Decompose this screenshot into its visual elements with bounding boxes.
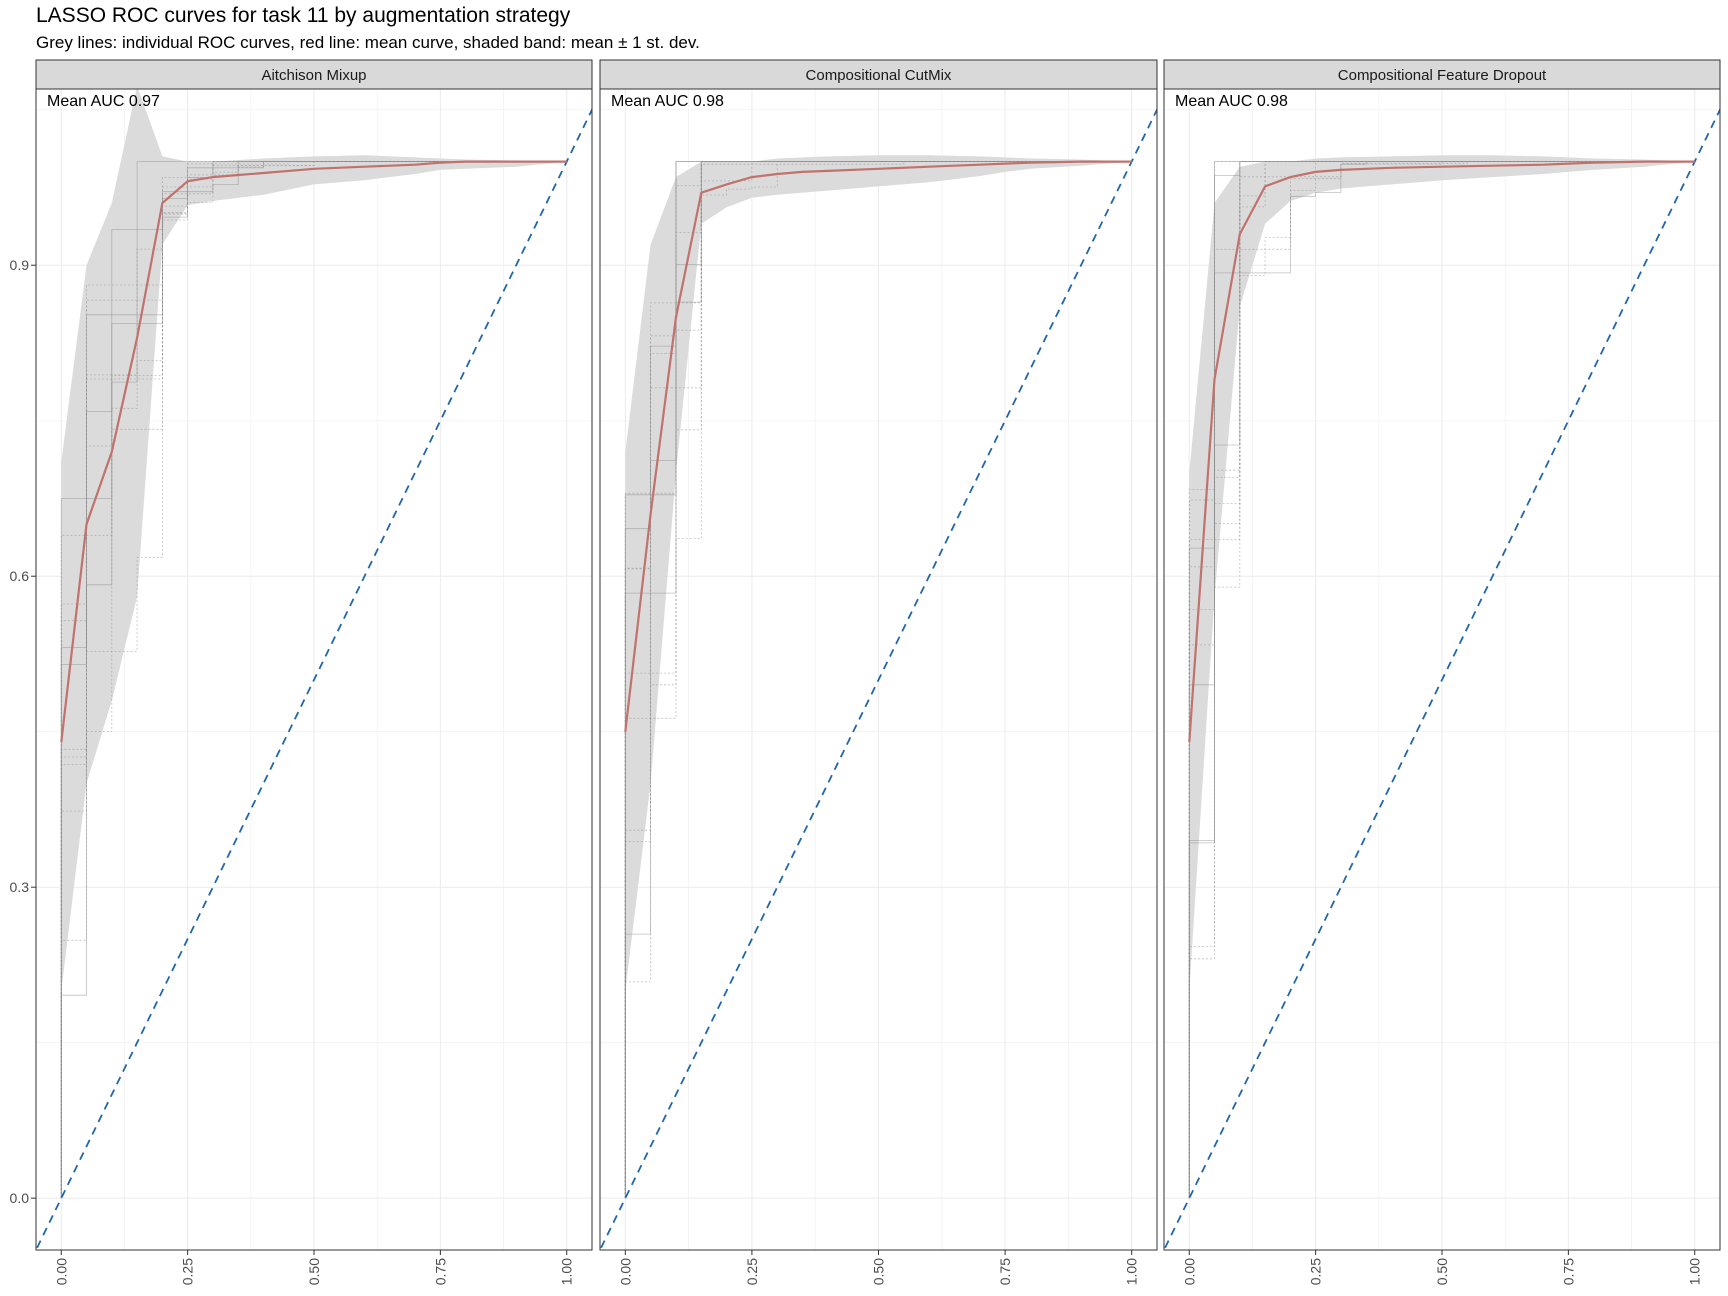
facet-panel-1: Compositional CutMix Mean AUC 0.98 0.00 0.2… [599,59,1158,1285]
facet-strip [599,59,1158,90]
x-tick-label: 0.25 [180,1258,196,1285]
x-tick-label: 0.25 [1308,1258,1324,1285]
mean-roc-curve [624,160,1132,732]
y-tick-label: 0.0 [10,1190,30,1206]
chart-subtitle: Grey lines: individual ROC curves, red l… [36,33,700,52]
panel-contents [36,89,592,1250]
chance-diagonal-line [600,107,1157,1250]
panel-contents [600,89,1157,1250]
mean-roc-curve [1188,160,1695,743]
x-tick-label: 0.00 [617,1258,633,1285]
x-tick-label: 1.00 [1687,1258,1703,1285]
chart-title: LASSO ROC curves for task 11 by augmenta… [36,4,571,27]
facet-panel-2: Compositional Feature Dropout Mean AUC 0.… [1163,59,1721,1285]
x-tick-label: 0.75 [432,1258,448,1285]
individual-roc-curve [624,161,1132,1199]
mean-auc-annotation: Mean AUC 0.98 [611,93,724,110]
y-tick-label: 0.6 [10,568,30,584]
facet-panel-0: Aitchison Mixup Mean AUC 0.97 0.00 0.25 0.50… [10,59,593,1285]
y-tick-label: 0.9 [10,257,30,273]
facet-strip-label: Compositional CutMix [806,67,952,84]
panel-contents [1164,89,1720,1250]
y-tick-label: 0.3 [10,879,30,895]
mean-auc-annotation: Mean AUC 0.98 [1175,93,1288,110]
x-tick-label: 1.00 [559,1258,575,1285]
facet-strip-label: Compositional Feature Dropout [1338,67,1547,84]
x-tick-label: 0.75 [1560,1258,1576,1285]
x-tick-label: 1.00 [1124,1258,1140,1285]
x-tick-label: 0.50 [871,1258,887,1285]
chance-diagonal-line [1164,107,1720,1250]
x-tick-label: 0.25 [744,1258,760,1285]
x-tick-label: 0.50 [1434,1258,1450,1285]
x-tick-label: 0.75 [997,1258,1013,1285]
facet-strip [35,59,593,90]
x-tick-label: 0.00 [1181,1258,1197,1285]
facet-strip-label: Aitchison Mixup [261,67,366,84]
x-tick-label: 0.00 [53,1258,69,1285]
chance-diagonal-line [36,107,592,1250]
x-tick-label: 0.50 [306,1258,322,1285]
mean-roc-curve [60,160,567,743]
mean-auc-annotation: Mean AUC 0.97 [47,93,160,110]
